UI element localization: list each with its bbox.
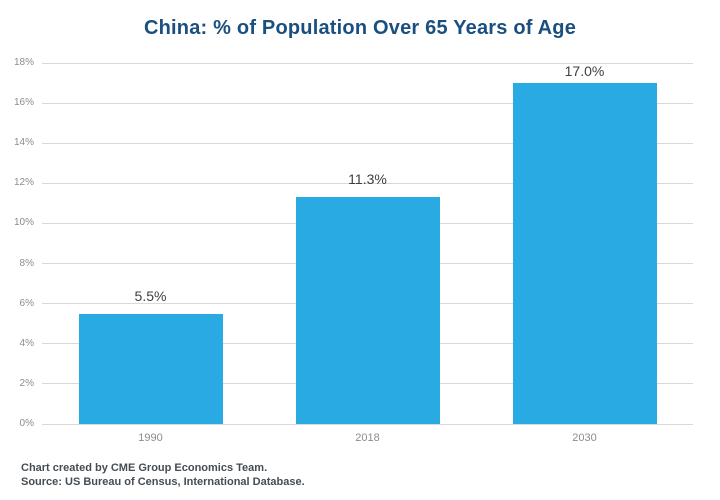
chart-title: China: % of Population Over 65 Years of … — [143, 17, 577, 39]
y-axis-tick-label: 16% — [13, 97, 34, 109]
y-axis-tick-label: 0% — [19, 418, 34, 429]
x-axis-tick-label: 1990 — [138, 432, 163, 444]
y-axis-tick-label: 14% — [13, 137, 34, 149]
gridline — [42, 102, 693, 104]
bar-value-label: 5.5% — [134, 287, 167, 304]
y-axis-tick-label: 10% — [13, 217, 34, 229]
y-axis-tick-label: 18% — [13, 57, 34, 68]
bar-2030 — [512, 83, 657, 424]
bar-value-label: 17.0% — [564, 63, 605, 79]
y-axis-tick-label: 4% — [19, 337, 34, 349]
bar-2018 — [295, 197, 440, 424]
y-axis-tick-label: 6% — [19, 297, 34, 309]
gridline — [42, 182, 693, 184]
gridline — [42, 62, 693, 64]
y-axis-tick-label: 12% — [13, 177, 34, 189]
chart-footer: Chart created by CME Group Economics Tea… — [21, 461, 305, 489]
gridline — [42, 142, 693, 144]
footer-source-line: Source: US Bureau of Census, Internation… — [21, 476, 305, 488]
bar-value-label: 11.3% — [348, 171, 387, 188]
gridline — [42, 423, 693, 425]
bar-1990 — [78, 313, 223, 424]
y-axis-tick-label: 8% — [19, 257, 34, 269]
x-axis-tick-label: 2018 — [355, 432, 380, 444]
x-axis-tick-label: 2030 — [572, 432, 597, 444]
y-axis-tick-label: 2% — [19, 377, 34, 389]
footer-credit-line: Chart created by CME Group Economics Tea… — [21, 462, 268, 474]
